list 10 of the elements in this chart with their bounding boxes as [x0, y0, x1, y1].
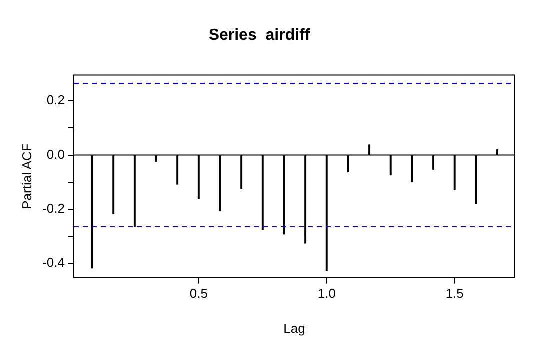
x-tick-label: 0.5	[190, 286, 208, 302]
x-tick-label: 1.5	[446, 286, 464, 302]
x-tick-label: 1.0	[318, 286, 336, 302]
y-tick-label: -0.2	[42, 200, 65, 216]
y-tick-label: -0.4	[42, 255, 65, 270]
x-axis-title: Lag	[284, 320, 306, 336]
y-tick-label: 0.2	[46, 92, 65, 108]
y-tick-label: 0.0	[46, 146, 65, 162]
y-axis-title: Partial ACF	[19, 144, 34, 210]
chart-title: Series airdiff	[208, 27, 311, 44]
